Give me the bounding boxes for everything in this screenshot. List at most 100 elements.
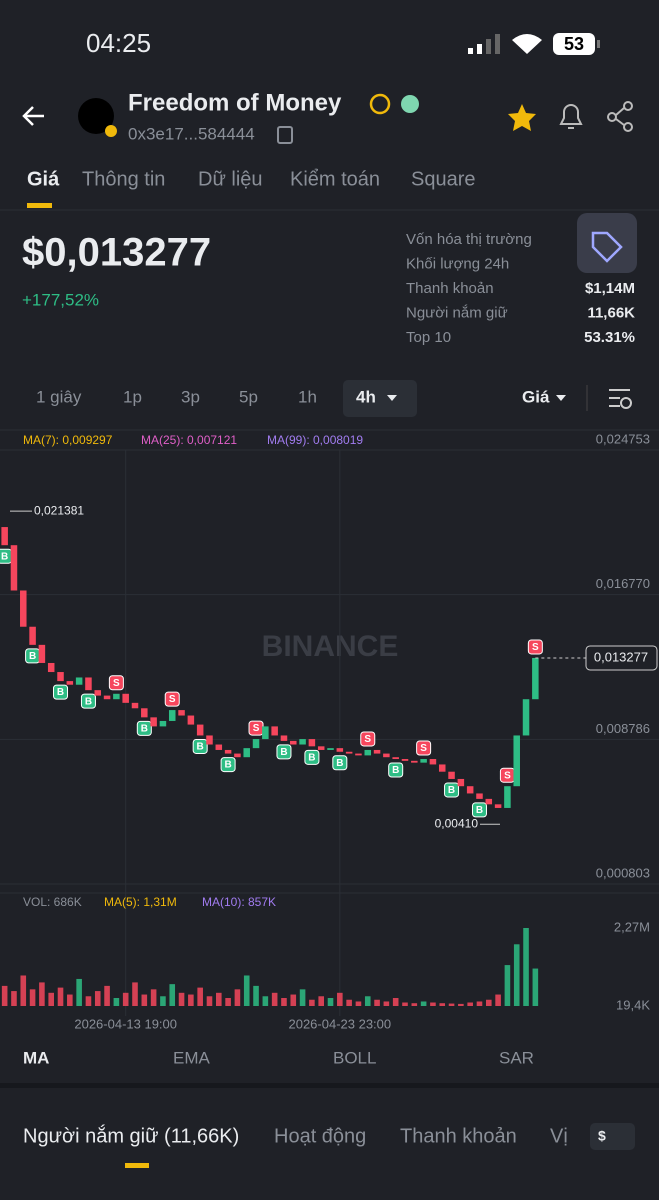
- volume-bar: [39, 982, 45, 1006]
- trade-marker-label: B: [224, 760, 231, 771]
- candle: [38, 644, 46, 663]
- volume-bar: [513, 944, 520, 1006]
- trade-marker-label: B: [197, 742, 204, 753]
- volume-bar: [374, 999, 380, 1006]
- volume-ma-label: MA(10): 857K: [202, 895, 276, 909]
- volume-bar: [448, 1003, 455, 1006]
- stat-value: 11,66K: [587, 304, 635, 321]
- trade-marker: [332, 755, 348, 771]
- tab[interactable]: Dữ liệu: [198, 168, 263, 190]
- candle: [47, 662, 55, 673]
- indicator-tab[interactable]: MA: [23, 1048, 49, 1067]
- interval[interactable]: 3p: [181, 387, 200, 406]
- trade-marker-label: B: [141, 723, 148, 734]
- interval[interactable]: 1h: [298, 387, 317, 406]
- ai-button[interactable]: [577, 213, 637, 273]
- volume-tick-label: 2,27M: [614, 919, 650, 934]
- candle: [327, 748, 334, 750]
- candle: [494, 804, 502, 808]
- favorite-button[interactable]: [508, 104, 536, 131]
- trade-marker: [304, 749, 320, 765]
- y-tick-label: 0,024753: [596, 431, 650, 446]
- trade-marker: [388, 762, 404, 778]
- candle: [168, 710, 176, 721]
- volume-bar: [197, 987, 203, 1006]
- interval[interactable]: 1p: [123, 387, 142, 406]
- volume-bar: [1, 985, 8, 1006]
- interval[interactable]: 1 giây: [36, 387, 82, 406]
- copy-button[interactable]: [277, 126, 293, 144]
- candle: [438, 764, 446, 772]
- interval[interactable]: 5p: [239, 387, 258, 406]
- alert-button[interactable]: [559, 104, 583, 129]
- candle: [85, 677, 92, 691]
- interval[interactable]: 4h: [356, 387, 376, 406]
- indicator-tab[interactable]: SAR: [499, 1048, 534, 1067]
- status-icons: [468, 33, 600, 55]
- candle: [522, 699, 530, 736]
- trade-marker-label: B: [1, 551, 8, 562]
- y-tick-label: 0,008786: [596, 721, 650, 736]
- volume-bar: [476, 1001, 483, 1006]
- indicator-tab[interactable]: BOLL: [333, 1048, 376, 1067]
- x-tick-label: 2026-04-13 19:00: [74, 1016, 177, 1031]
- bottom-tab[interactable]: Hoạt động: [274, 1125, 366, 1147]
- candle: [178, 710, 185, 716]
- candle: [373, 749, 381, 754]
- ma-label: MA(7): 0,009297: [23, 433, 113, 447]
- volume-bar: [364, 996, 371, 1006]
- candle: [113, 693, 120, 700]
- volume-bar: [355, 1001, 362, 1006]
- candle: [308, 739, 316, 747]
- volume-title: VOL: 686K: [23, 895, 82, 909]
- indicator-tab[interactable]: EMA: [173, 1048, 211, 1067]
- trade-marker-label: B: [280, 747, 287, 758]
- candle: [364, 749, 372, 756]
- back-button[interactable]: [22, 106, 44, 126]
- volume-bar: [169, 984, 176, 1006]
- tab[interactable]: Square: [411, 168, 476, 190]
- share-button[interactable]: [607, 101, 633, 132]
- candle: [66, 681, 74, 685]
- stat-value: $1,14M: [585, 280, 635, 297]
- candle: [29, 626, 36, 645]
- candle: [271, 726, 278, 736]
- price-mode[interactable]: Giá: [522, 387, 550, 406]
- candle: [280, 735, 288, 741]
- volume-bar: [178, 992, 185, 1006]
- volume-bar: [458, 1003, 464, 1006]
- candle: [1, 527, 8, 546]
- tab[interactable]: Thông tin: [82, 168, 165, 190]
- candle: [411, 760, 418, 763]
- ai-icon: [591, 231, 623, 263]
- volume-bar: [206, 996, 213, 1006]
- trade-marker: [136, 720, 152, 736]
- tab[interactable]: Giá: [27, 168, 60, 190]
- bottom-tab[interactable]: Thanh khoản: [400, 1125, 517, 1147]
- trade-marker-label: S: [253, 723, 260, 734]
- volume-bar: [234, 989, 241, 1006]
- at-icon: [369, 93, 391, 115]
- volume-bar: [141, 994, 148, 1006]
- volume-bar: [327, 998, 334, 1006]
- volume-bar: [467, 1002, 473, 1006]
- currency-toggle[interactable]: [590, 1123, 635, 1150]
- volume-bar: [318, 996, 324, 1006]
- bottom-tab[interactable]: Vị: [550, 1125, 568, 1147]
- tab[interactable]: Kiểm toán: [290, 168, 380, 190]
- volume-bar: [67, 994, 73, 1006]
- trade-marker-label: S: [532, 642, 539, 653]
- volume-bar: [20, 975, 27, 1006]
- trade-marker: [80, 693, 96, 709]
- volume-bar: [346, 999, 352, 1006]
- candle: [131, 702, 139, 709]
- interval-dropdown[interactable]: [387, 395, 397, 401]
- chart-settings[interactable]: [609, 389, 632, 409]
- candle: [420, 759, 427, 763]
- trade-marker: [220, 757, 236, 773]
- price-mode-dropdown[interactable]: [556, 395, 566, 401]
- candle: [243, 748, 250, 758]
- bottom-tab[interactable]: Người nắm giữ (11,66K): [23, 1124, 239, 1147]
- candle: [224, 749, 232, 754]
- last-price-label: 0,013277: [594, 649, 648, 664]
